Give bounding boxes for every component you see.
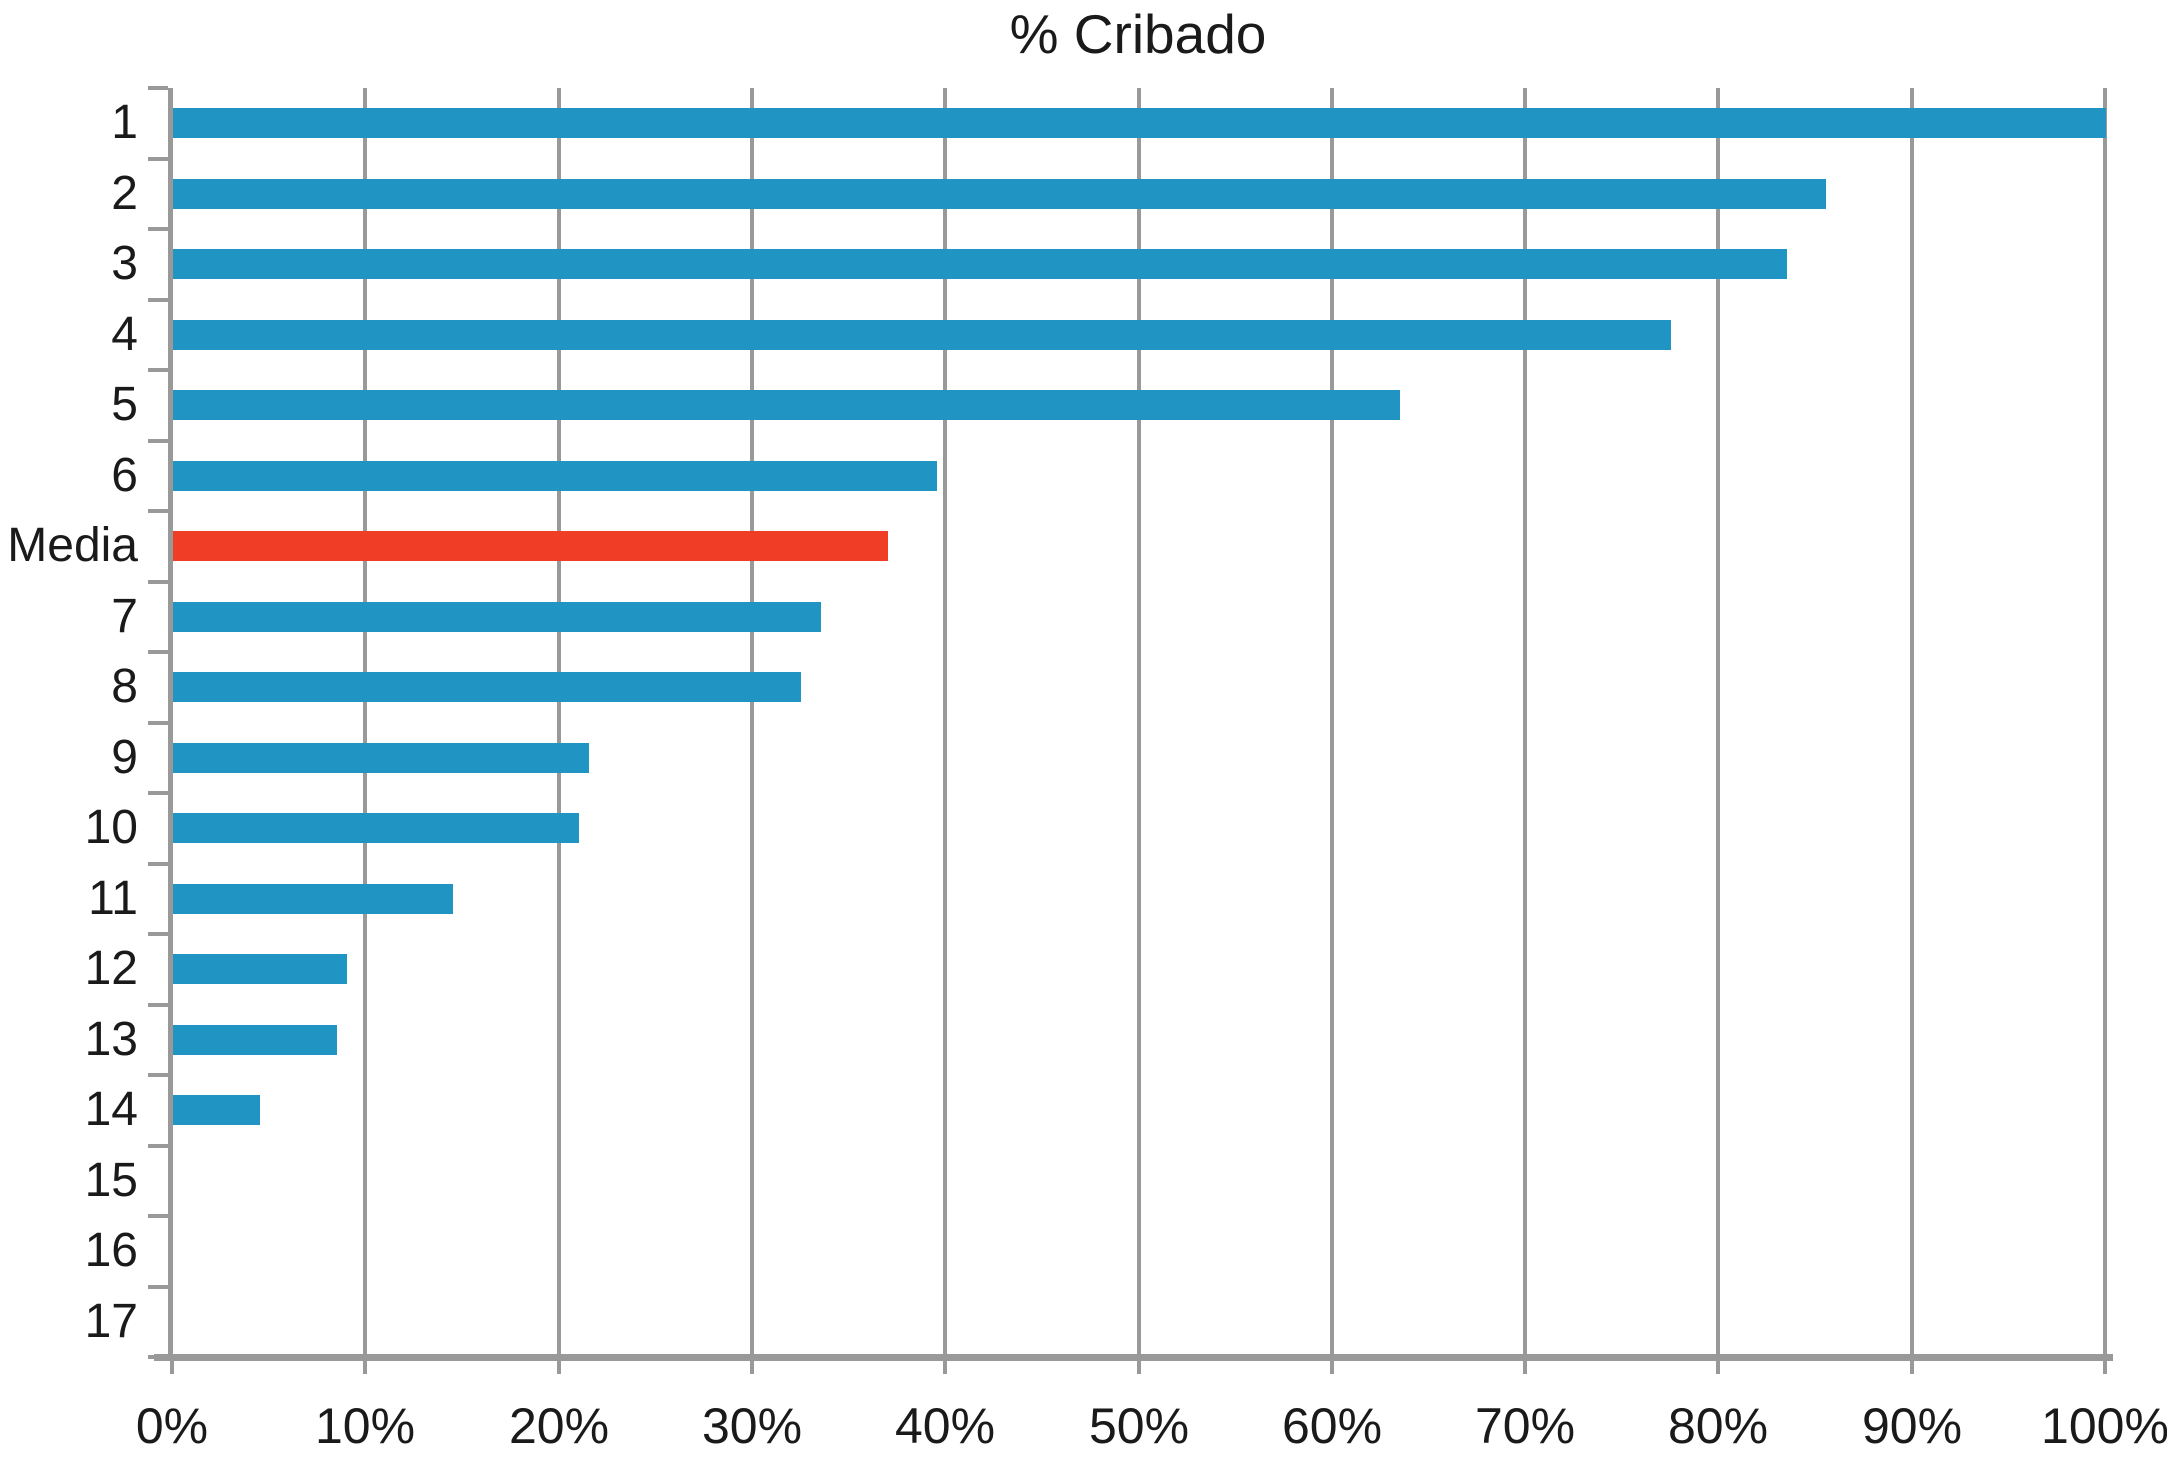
gridline bbox=[556, 88, 561, 1357]
y-category-label: 15 bbox=[84, 1154, 138, 1207]
bar bbox=[173, 602, 821, 632]
y-axis-tick bbox=[148, 368, 168, 372]
y-category-label: 9 bbox=[111, 731, 138, 784]
y-category-label: 3 bbox=[111, 237, 138, 290]
y-category-label: 16 bbox=[84, 1224, 138, 1277]
x-tick-label: 0% bbox=[135, 1398, 209, 1454]
bar bbox=[173, 954, 347, 984]
x-tick-label: 30% bbox=[701, 1398, 803, 1454]
y-axis-tick bbox=[148, 791, 168, 795]
x-axis-tick bbox=[943, 1354, 948, 1374]
x-axis-tick bbox=[363, 1354, 368, 1374]
bar bbox=[173, 813, 579, 843]
x-axis-tick bbox=[2103, 1354, 2107, 1374]
x-axis-tick bbox=[1329, 1354, 1334, 1374]
y-axis-tick bbox=[148, 157, 168, 161]
bar bbox=[173, 390, 1400, 420]
x-tick-label: 60% bbox=[1281, 1398, 1383, 1454]
y-category-label: 6 bbox=[111, 449, 138, 502]
gridline bbox=[1136, 88, 1141, 1357]
x-axis-tick bbox=[556, 1354, 561, 1374]
y-axis-tick bbox=[148, 580, 168, 584]
x-tick-label: 20% bbox=[508, 1398, 610, 1454]
x-tick-label: 50% bbox=[1088, 1398, 1190, 1454]
y-axis-tick bbox=[148, 1003, 168, 1007]
y-category-label: 11 bbox=[88, 872, 138, 925]
y-axis-tick bbox=[148, 227, 168, 231]
x-axis bbox=[154, 1354, 2113, 1361]
bar bbox=[173, 672, 801, 702]
y-category-label: 5 bbox=[111, 378, 138, 431]
gridline bbox=[749, 88, 754, 1357]
gridline bbox=[1716, 88, 1721, 1357]
gridline bbox=[363, 88, 368, 1357]
y-axis-tick bbox=[148, 932, 168, 936]
x-tick-label: 10% bbox=[314, 1398, 416, 1454]
bar bbox=[173, 249, 1787, 279]
y-category-label: 13 bbox=[84, 1013, 138, 1066]
bar bbox=[173, 884, 453, 914]
y-axis-tick bbox=[148, 721, 168, 725]
bar bbox=[173, 320, 1671, 350]
y-axis-tick bbox=[148, 1285, 168, 1289]
y-category-label: 2 bbox=[111, 167, 138, 220]
x-tick-label: 80% bbox=[1667, 1398, 1769, 1454]
y-category-label: 4 bbox=[111, 308, 138, 361]
gridline bbox=[2103, 88, 2107, 1357]
x-tick-label: 100% bbox=[2041, 1398, 2167, 1454]
gridline bbox=[943, 88, 948, 1357]
bar bbox=[173, 1095, 260, 1125]
y-category-label: 10 bbox=[84, 801, 138, 854]
y-axis-tick bbox=[148, 1214, 168, 1218]
y-axis bbox=[168, 88, 173, 1357]
y-axis-tick bbox=[148, 862, 168, 866]
y-category-label: 1 bbox=[111, 96, 138, 149]
bar bbox=[173, 179, 1826, 209]
x-axis-tick bbox=[1523, 1354, 1528, 1374]
y-axis-tick bbox=[148, 1144, 168, 1148]
x-axis-tick bbox=[1909, 1354, 1914, 1374]
y-axis-tick bbox=[148, 650, 168, 654]
bar bbox=[173, 743, 589, 773]
gridline bbox=[1523, 88, 1528, 1357]
y-axis-tick bbox=[148, 439, 168, 443]
x-axis-tick bbox=[1716, 1354, 1721, 1374]
y-category-label: 7 bbox=[111, 590, 138, 643]
bar bbox=[173, 108, 2106, 138]
y-category-label-media: Media bbox=[7, 519, 138, 572]
x-axis-tick bbox=[749, 1354, 754, 1374]
x-tick-label: 40% bbox=[894, 1398, 996, 1454]
y-category-label: 12 bbox=[84, 942, 138, 995]
y-axis-tick bbox=[148, 509, 168, 513]
bar-media-highlight bbox=[173, 531, 888, 561]
x-tick-label: 70% bbox=[1474, 1398, 1576, 1454]
chart-title: % Cribado bbox=[1009, 3, 1267, 65]
bar bbox=[173, 461, 937, 491]
x-tick-label: 90% bbox=[1861, 1398, 1963, 1454]
gridline bbox=[1329, 88, 1334, 1357]
y-category-label: 8 bbox=[111, 660, 138, 713]
y-category-label: 17 bbox=[84, 1295, 138, 1348]
y-axis-tick bbox=[148, 86, 168, 90]
y-axis-tick bbox=[148, 298, 168, 302]
x-axis-tick bbox=[170, 1354, 174, 1374]
gridline bbox=[1909, 88, 1914, 1357]
bar bbox=[173, 1025, 337, 1055]
x-axis-tick bbox=[1136, 1354, 1141, 1374]
y-axis-tick bbox=[148, 1073, 168, 1077]
y-category-label: 14 bbox=[84, 1083, 138, 1136]
